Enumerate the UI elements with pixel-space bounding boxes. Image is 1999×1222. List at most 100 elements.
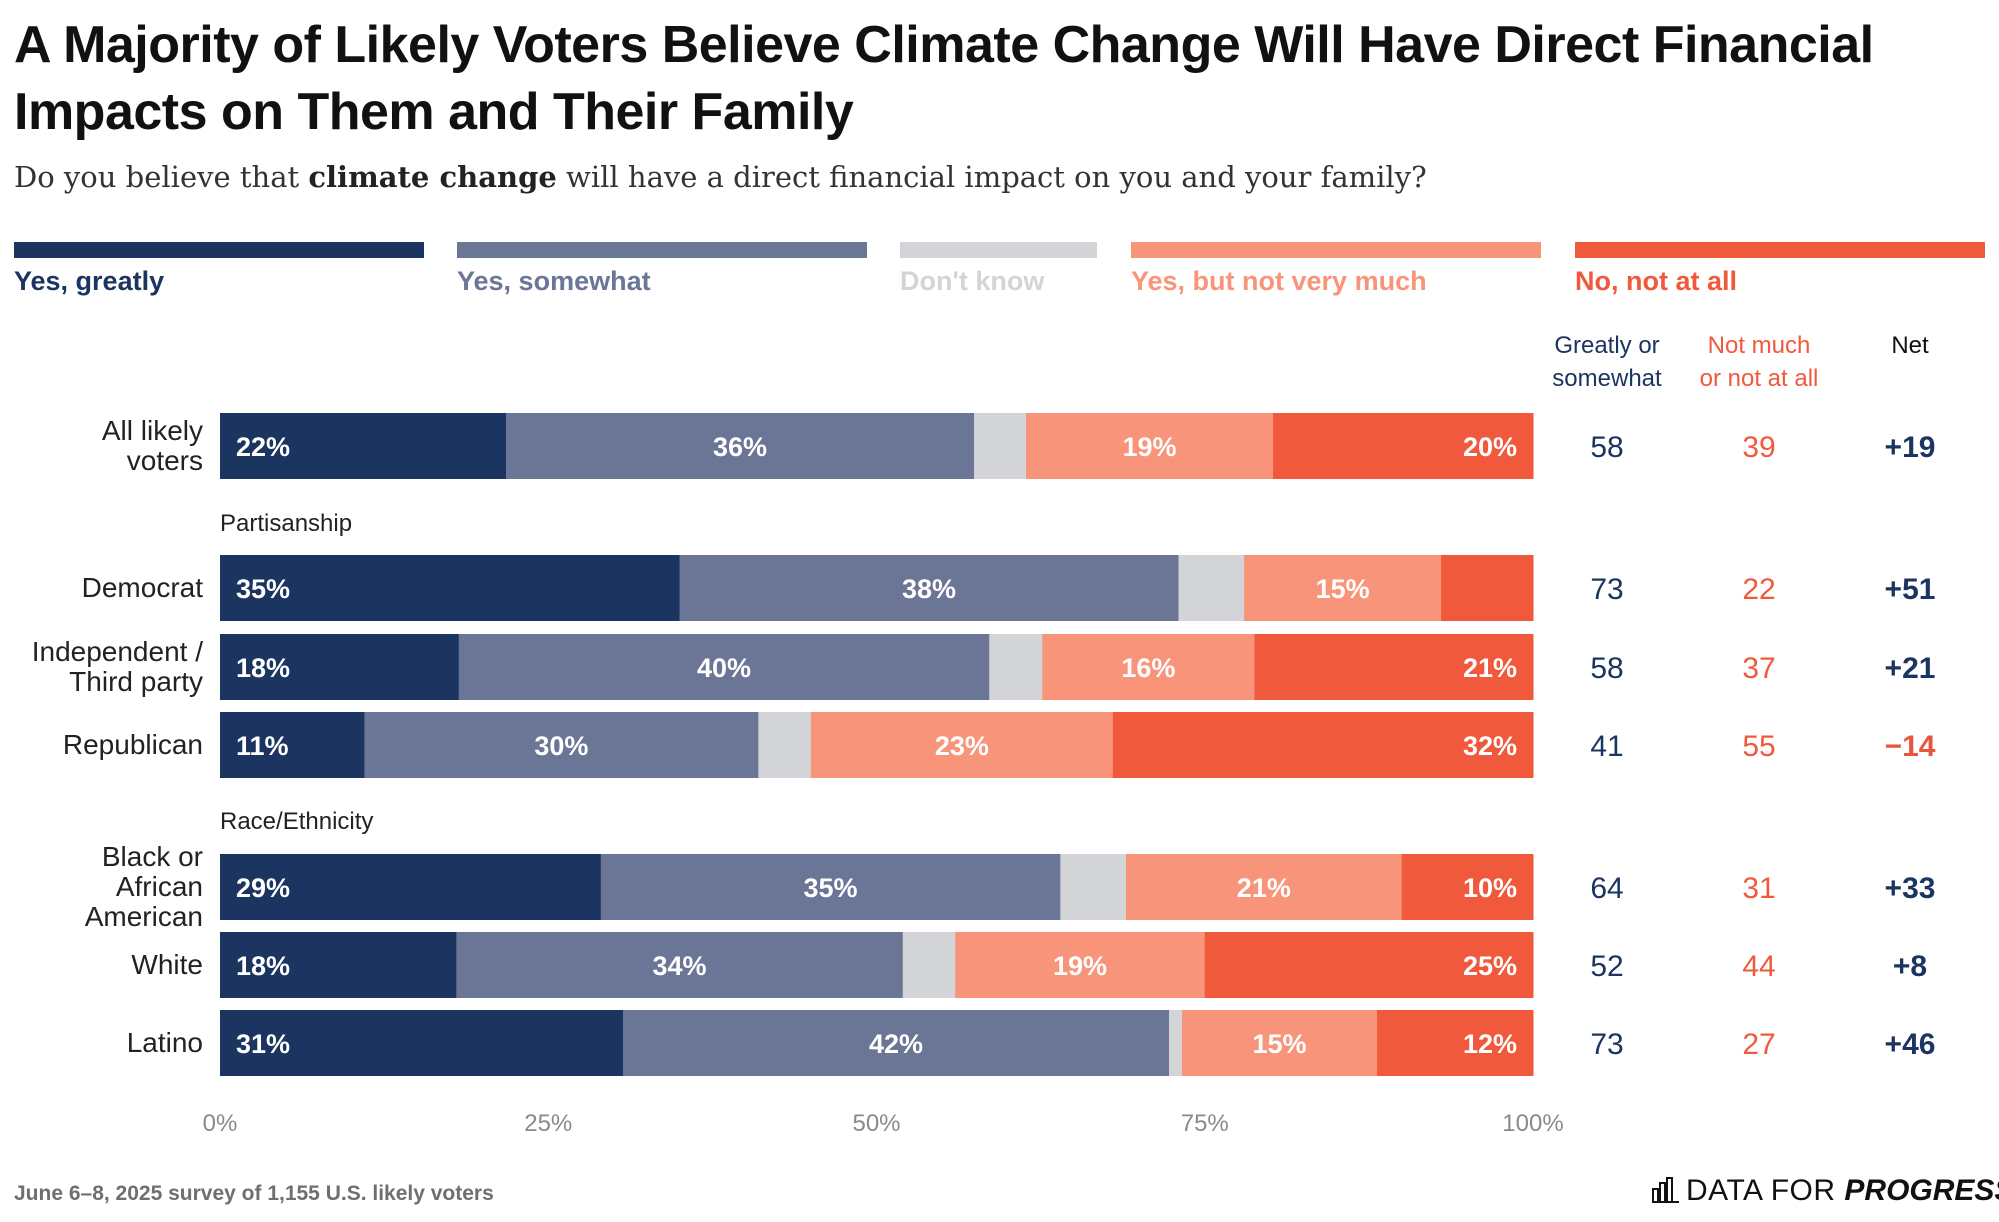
bar-segment: [1026, 413, 1274, 479]
chart-subtitle: Do you believe that climate change will …: [14, 160, 1427, 194]
net-value: −14: [1885, 730, 1936, 763]
net-value: +19: [1885, 431, 1936, 464]
subtitle-prefix: Do you believe that: [14, 160, 309, 194]
bar-segment: [220, 413, 507, 479]
bar-segment: [600, 854, 1061, 920]
row-label: American: [85, 901, 203, 932]
bar-value-label: 15%: [1316, 574, 1370, 604]
legend-label: Don't know: [900, 266, 1045, 296]
bar-value-label: 21%: [1463, 653, 1517, 683]
row-label: Independent /: [32, 636, 203, 667]
subtitle-suffix: will have a direct financial impact on y…: [556, 160, 1427, 194]
bar-value-label: 35%: [236, 574, 290, 604]
bar-value-label: 25%: [1463, 951, 1517, 981]
legend-swatch: [14, 242, 424, 258]
bar-value-label: 38%: [902, 574, 956, 604]
bar-segment: [1204, 932, 1534, 998]
net-value: +8: [1893, 950, 1927, 983]
bar-segment: [902, 932, 956, 998]
stacked-bar-chart: Yes, greatly Yes, somewhat Don't know Yes, …: [14, 242, 1985, 1137]
bar-value-label: 35%: [804, 873, 858, 903]
bar-segment: [1273, 413, 1534, 479]
greatly-or-somewhat-value: 58: [1590, 431, 1623, 464]
group-label: Partisanship: [220, 510, 352, 537]
legend-label: Yes, but not very much: [1131, 266, 1427, 296]
not-much-value: 27: [1742, 1028, 1775, 1061]
bar-value-label: 31%: [236, 1029, 290, 1059]
bar-value-label: 19%: [1122, 432, 1176, 462]
net-value: +51: [1885, 573, 1936, 606]
bar-segment: [220, 634, 460, 700]
bar-value-label: 16%: [1121, 653, 1175, 683]
bar-value-label: 20%: [1463, 432, 1517, 462]
summary-column-header: or not at all: [1700, 365, 1819, 392]
bar-value-label: 12%: [1463, 1029, 1517, 1059]
bar-segment: [955, 932, 1206, 998]
bar-segment: [1042, 634, 1255, 700]
bar-segment: [1125, 854, 1403, 920]
legend-label: Yes, somewhat: [457, 266, 651, 296]
row-label: Third party: [69, 666, 203, 697]
subtitle-bold: climate change: [308, 160, 557, 194]
bar-segment: [220, 555, 681, 621]
bar-segment: [456, 932, 904, 998]
bar-segment: [623, 1010, 1170, 1076]
bar-value-label: 22%: [236, 432, 290, 462]
survey-note: June 6–8, 2025 survey of 1,155 U.S. like…: [14, 1182, 494, 1205]
bar-value-label: 15%: [1252, 1029, 1306, 1059]
bar-value-label: 42%: [869, 1029, 923, 1059]
summary-column-header: somewhat: [1552, 365, 1662, 392]
legend-swatch: [1131, 242, 1541, 258]
logo-text-bold: PROGRESS: [1844, 1174, 1999, 1207]
x-tick-label: 25%: [524, 1110, 572, 1137]
bar-segment: [1254, 634, 1534, 700]
x-tick-label: 100%: [1502, 1110, 1563, 1137]
bar-value-label: 11%: [236, 731, 289, 761]
row-label: Republican: [63, 729, 203, 760]
summary-column-header: Not much: [1708, 332, 1811, 359]
bar-value-label: 40%: [697, 653, 751, 683]
net-value: +21: [1885, 652, 1936, 685]
bar-segment: [679, 555, 1179, 621]
logo-text: DATA FOR: [1686, 1174, 1845, 1207]
bar-value-label: 32%: [1463, 731, 1517, 761]
row-label: Latino: [127, 1027, 203, 1058]
legend-swatch: [457, 242, 867, 258]
bar-segment: [1112, 712, 1534, 778]
row-label: White: [131, 949, 203, 980]
not-much-value: 39: [1742, 431, 1775, 464]
bar-value-label: 29%: [236, 873, 290, 903]
bar-segment: [506, 413, 975, 479]
greatly-or-somewhat-value: 73: [1590, 1028, 1623, 1061]
summary-column-header: Greatly or: [1554, 332, 1659, 359]
bar-segment: [758, 712, 812, 778]
row-label: Black or: [102, 841, 203, 872]
greatly-or-somewhat-value: 73: [1590, 573, 1623, 606]
not-much-value: 44: [1742, 950, 1775, 983]
x-tick-label: 0%: [203, 1110, 238, 1137]
bar-segment: [220, 1010, 624, 1076]
net-value: +33: [1885, 872, 1936, 905]
not-much-value: 55: [1742, 730, 1775, 763]
bar-segment: [1377, 1010, 1534, 1076]
bar-value-label: 18%: [236, 653, 290, 683]
greatly-or-somewhat-value: 58: [1590, 652, 1623, 685]
bar-value-label: 34%: [653, 951, 707, 981]
bar-segment: [220, 712, 365, 778]
bar-segment: [1244, 555, 1442, 621]
bar-segment: [1169, 1010, 1183, 1076]
x-tick-label: 50%: [852, 1110, 900, 1137]
bar-segment: [974, 413, 1027, 479]
bar-value-label: 23%: [935, 731, 989, 761]
bar-value-label: 10%: [1463, 873, 1517, 903]
bar-segment: [1441, 555, 1534, 621]
bar-segment: [1178, 555, 1245, 621]
bar-segment: [989, 634, 1043, 700]
bar-segment: [458, 634, 990, 700]
bar-segment: [364, 712, 759, 778]
legend-label: Yes, greatly: [14, 266, 164, 296]
greatly-or-somewhat-value: 52: [1590, 950, 1623, 983]
greatly-or-somewhat-value: 64: [1590, 872, 1623, 905]
row-label: All likely: [102, 415, 203, 446]
bar-value-label: 19%: [1053, 951, 1107, 981]
